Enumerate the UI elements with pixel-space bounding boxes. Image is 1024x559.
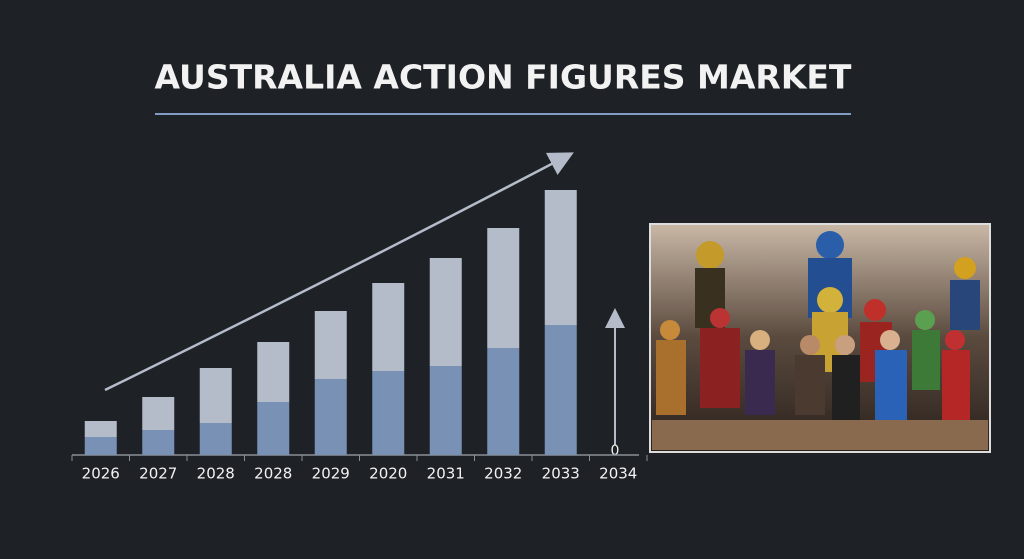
x-tick-label: 2028 — [254, 465, 292, 483]
bar-segment — [84, 421, 117, 437]
bar-segment — [142, 397, 175, 430]
x-tick-label: 2033 — [542, 465, 580, 483]
bar-segment — [257, 342, 290, 402]
bar-segment — [487, 228, 520, 348]
x-tick-label: 2028 — [197, 465, 235, 483]
bar-segment — [314, 311, 347, 379]
bar-segment — [544, 190, 577, 325]
bar-segment — [84, 437, 117, 455]
bar-segment — [199, 423, 232, 455]
bar-segment — [142, 430, 175, 455]
x-tick-label: 2031 — [427, 465, 465, 483]
bar-segment — [372, 283, 405, 371]
bar-segment — [429, 366, 462, 455]
bar-segment — [487, 348, 520, 455]
chart-title: AUSTRALIA ACTION FIGURES MARKET — [155, 58, 852, 97]
bar-segment — [372, 371, 405, 455]
bar-segment — [257, 402, 290, 455]
x-tick-label: 2026 — [82, 465, 120, 483]
bar-segment — [199, 368, 232, 423]
bar-segment — [314, 379, 347, 455]
bar-segment — [429, 258, 462, 366]
y-tick-label: 0 — [611, 443, 620, 459]
x-tick-label: 2020 — [369, 465, 407, 483]
bar-segment — [544, 325, 577, 455]
figures-photo — [649, 223, 991, 453]
x-tick-label: 2027 — [139, 465, 177, 483]
x-tick-label: 2032 — [484, 465, 522, 483]
x-tick-label: 2034 — [599, 465, 637, 483]
trend-arrow — [104, 152, 574, 392]
x-tick-label: 2029 — [312, 465, 350, 483]
